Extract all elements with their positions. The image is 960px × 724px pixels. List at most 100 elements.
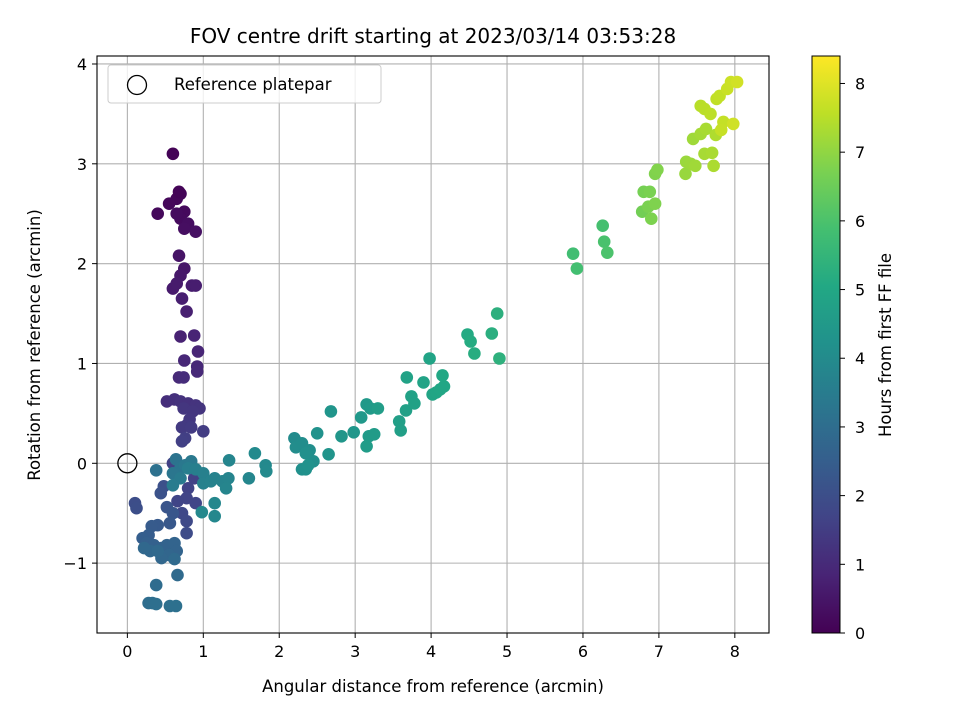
- data-point: [371, 402, 385, 415]
- colorbar-tick-label: 1: [855, 555, 865, 574]
- data-point: [189, 225, 202, 238]
- data-point: [177, 371, 190, 384]
- data-point: [191, 345, 205, 358]
- data-point: [137, 541, 151, 555]
- data-point: [437, 380, 451, 393]
- data-point: [707, 159, 720, 173]
- data-point: [181, 482, 195, 495]
- data-point: [423, 352, 436, 365]
- colorbar-tick-label: 5: [855, 281, 865, 300]
- data-point: [208, 496, 221, 510]
- data-point: [197, 467, 210, 480]
- data-point: [408, 397, 421, 410]
- data-point: [242, 472, 256, 485]
- data-point: [151, 544, 164, 558]
- plot-frame: [96, 55, 770, 634]
- data-point: [166, 147, 180, 161]
- x-tick-label: 2: [274, 642, 284, 661]
- colorbar-tick-label: 2: [855, 487, 865, 506]
- y-axis-label: Rotation from reference (arcmin): [25, 209, 44, 481]
- data-point: [170, 207, 183, 220]
- colorbar-label: Hours from first FF file: [876, 253, 895, 437]
- data-point: [301, 459, 315, 472]
- data-point: [354, 411, 368, 424]
- data-point: [485, 327, 499, 340]
- y-tick-label: −1: [63, 554, 87, 573]
- x-tick-label: 7: [654, 642, 664, 661]
- data-point: [417, 376, 430, 389]
- x-tick-label: 0: [122, 642, 132, 661]
- data-point: [679, 167, 692, 181]
- colorbar-tick-label: 3: [855, 418, 865, 437]
- data-point: [171, 568, 184, 582]
- grid: [97, 56, 769, 633]
- y-axis: −1 0 1 2 3 4: [63, 55, 97, 573]
- x-tick-label: 1: [198, 642, 208, 661]
- data-point: [490, 307, 504, 320]
- data-point: [699, 122, 713, 136]
- data-point: [566, 247, 580, 260]
- data-point: [464, 335, 477, 348]
- legend: Reference platepar: [107, 64, 382, 104]
- data-point: [222, 472, 235, 485]
- colorbar-gradient: [811, 55, 841, 634]
- data-point: [171, 494, 184, 508]
- data-point: [299, 447, 313, 460]
- data-point: [195, 505, 209, 519]
- data-point: [189, 496, 202, 510]
- colorbar-tick-label: 0: [855, 624, 865, 643]
- colorbar-ticks: 0 1 2 3 4 5 6 7 8: [840, 74, 865, 643]
- legend-box: [107, 64, 382, 104]
- data-point: [178, 222, 191, 235]
- data-point: [394, 424, 408, 437]
- data-point: [399, 404, 413, 417]
- data-point: [149, 464, 163, 477]
- data-point: [149, 597, 163, 611]
- data-point: [400, 371, 414, 384]
- data-point: [493, 352, 506, 365]
- data-point: [168, 552, 181, 566]
- data-point: [172, 185, 186, 199]
- data-point: [714, 123, 728, 137]
- data-point: [222, 454, 236, 467]
- data-point: [180, 514, 193, 528]
- data-point: [163, 516, 177, 530]
- data-point: [468, 347, 481, 360]
- data-point: [219, 482, 233, 495]
- data-point: [570, 262, 584, 275]
- data-points: [128, 75, 744, 613]
- data-point: [360, 440, 373, 453]
- data-point: [151, 207, 164, 220]
- y-tick-label: 2: [77, 255, 87, 274]
- data-point: [208, 509, 221, 523]
- data-point: [180, 526, 193, 540]
- data-point: [347, 426, 361, 439]
- legend-label-reference-platepar: Reference platepar: [174, 75, 332, 94]
- colorbar-tick-label: 7: [855, 143, 865, 162]
- chart-title: FOV centre drift starting at 2023/03/14 …: [190, 24, 676, 48]
- colorbar: 0 1 2 3 4 5 6 7 8 Hours from first FF file: [811, 55, 895, 643]
- data-point: [436, 369, 449, 382]
- data-point: [189, 279, 202, 292]
- data-point: [175, 435, 189, 448]
- y-tick-label: 4: [77, 55, 87, 74]
- data-point: [704, 107, 717, 121]
- data-point: [705, 146, 719, 160]
- data-point: [174, 330, 187, 343]
- data-point: [180, 305, 193, 318]
- reference-platepar-marker: [117, 453, 138, 474]
- data-point: [689, 159, 702, 173]
- data-point: [178, 354, 191, 367]
- data-point: [130, 501, 143, 515]
- colorbar-tick-label: 4: [855, 349, 865, 368]
- data-point: [648, 197, 662, 210]
- data-point: [324, 405, 338, 418]
- data-point: [184, 421, 198, 434]
- data-point: [162, 197, 176, 210]
- data-point: [154, 486, 168, 500]
- y-tick-label: 0: [77, 454, 87, 473]
- x-axis-label: Angular distance from reference (arcmin): [262, 677, 604, 696]
- data-point: [596, 219, 609, 232]
- data-point: [727, 117, 740, 131]
